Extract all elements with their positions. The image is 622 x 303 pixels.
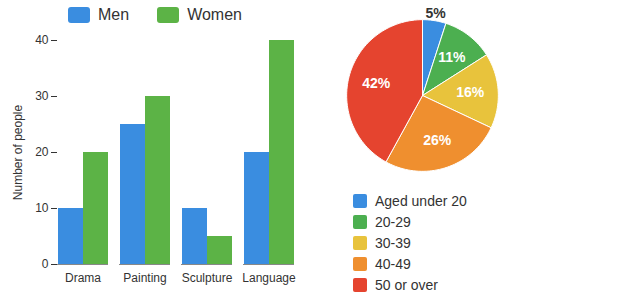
svg-text:0: 0	[42, 257, 49, 271]
svg-text:Painting: Painting	[123, 271, 166, 285]
html-text:Women: Women	[187, 6, 242, 23]
svg-text:11%: 11%	[438, 49, 466, 65]
svg-text:Number of people: Number of people	[11, 104, 25, 200]
html-text:30-39: 30-39	[375, 234, 411, 251]
svg-text:5%: 5%	[425, 5, 446, 21]
svg-text:10: 10	[35, 201, 49, 215]
svg-text:42%: 42%	[362, 75, 391, 91]
html-text:Aged under 20: Aged under 20	[375, 192, 467, 209]
svg-text:Drama: Drama	[65, 271, 101, 285]
svg-text:20: 20	[35, 145, 49, 159]
svg-text:40: 40	[35, 33, 49, 47]
html-text:20-29: 20-29	[375, 213, 411, 230]
svg-text:Sculpture: Sculpture	[182, 271, 233, 285]
html-text:Men: Men	[98, 6, 130, 23]
svg-text:16%: 16%	[456, 84, 485, 100]
svg-text:26%: 26%	[423, 132, 452, 148]
html-text:40-49: 40-49	[375, 255, 411, 272]
html-text:50 or over: 50 or over	[375, 276, 438, 293]
svg-text:Language: Language	[242, 271, 296, 285]
svg-text:30: 30	[35, 89, 49, 103]
